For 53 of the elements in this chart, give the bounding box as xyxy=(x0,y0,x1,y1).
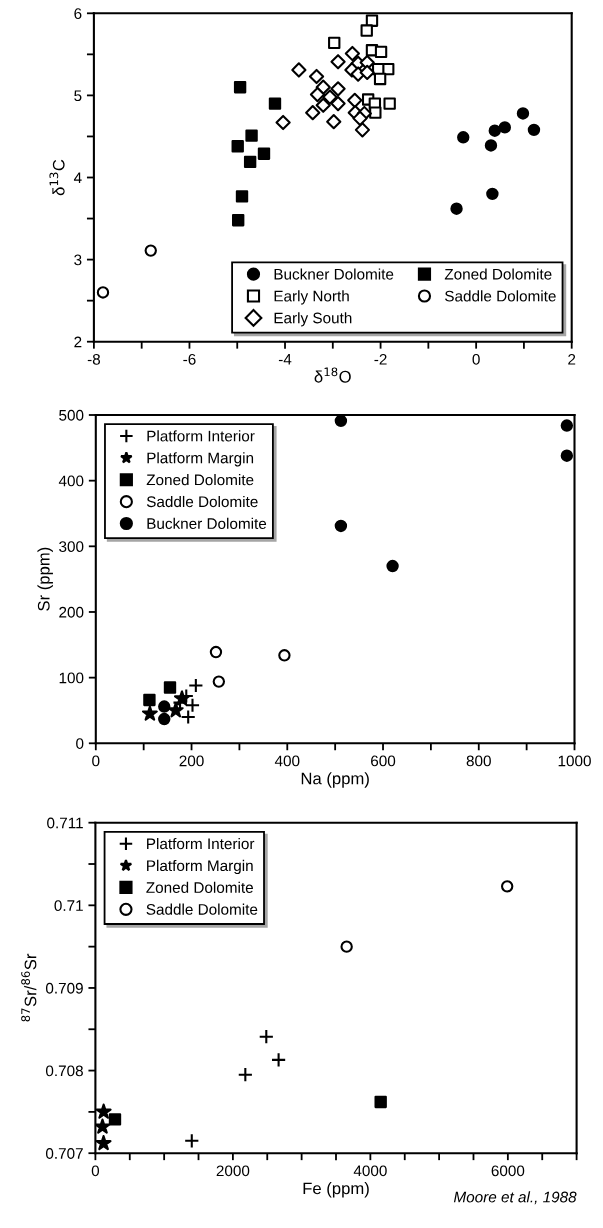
x-tick-label: -6 xyxy=(183,353,196,365)
y-tick-label: 5 xyxy=(74,90,82,102)
y-tick-label: 0.711 xyxy=(47,817,83,829)
y-tick-label: 100 xyxy=(59,672,84,684)
y-tick-label: 200 xyxy=(59,606,84,618)
x-tick-label: -8 xyxy=(87,353,101,365)
x-tick-label: 6000 xyxy=(491,1165,525,1177)
y-tick-label: 0.71 xyxy=(54,900,83,912)
y-axis-title: δ$^{13}$C xyxy=(49,159,65,196)
y-axis-title: $^{87}$Sr/$^{86}$Sr xyxy=(21,953,37,1022)
y-tick-label: 2 xyxy=(74,336,82,348)
y-axis-title: Sr (ppm) xyxy=(37,547,53,611)
legend-label: Early South xyxy=(274,312,352,327)
legend-label: Platform Margin xyxy=(147,859,253,875)
legend-label: Saddle Dolomite xyxy=(146,495,258,508)
x-tick-label: 4000 xyxy=(353,1165,387,1177)
legend-label: Buckner Dolomite xyxy=(274,268,394,280)
x-tick-label: 0 xyxy=(472,353,480,365)
legend-label: Buckner Dolomite xyxy=(147,517,267,530)
y-tick-label: 0 xyxy=(76,738,84,749)
x-tick-label: 1000 xyxy=(558,755,591,767)
legend-label: Platform Interior xyxy=(147,837,255,850)
legend-label: Platform Margin xyxy=(147,452,254,467)
x-tick-label: 400 xyxy=(274,755,300,767)
legend-label: Saddle Dolomite xyxy=(445,290,556,302)
y-tick-label: 0.707 xyxy=(45,1148,83,1159)
x-tick-label: 2000 xyxy=(216,1165,250,1177)
x-tick-label: 200 xyxy=(179,755,204,767)
x-tick-label: 2 xyxy=(568,353,576,365)
y-tick-label: 0.709 xyxy=(45,982,83,994)
x-axis-title: Na (ppm) xyxy=(301,772,369,788)
legend-label: Early North xyxy=(274,290,349,305)
x-tick-label: 800 xyxy=(466,755,491,767)
x-tick-label: -4 xyxy=(278,354,292,365)
y-tick-label: 0.708 xyxy=(45,1065,83,1077)
x-axis-title: Fe (ppm) xyxy=(303,1182,369,1198)
x-tick-label: 600 xyxy=(371,755,396,767)
x-axis-title: δ$^{18}$O xyxy=(314,367,351,383)
y-tick-label: 300 xyxy=(59,541,84,553)
legend-label: Zoned Dolomite xyxy=(444,268,552,280)
x-tick-label: -2 xyxy=(374,353,387,365)
legend-label: Saddle Dolomite xyxy=(146,903,258,915)
y-tick-label: 6 xyxy=(74,8,82,19)
y-tick-label: 3 xyxy=(74,254,82,266)
legend-label: Zoned Dolomite xyxy=(146,474,254,486)
x-tick-label: 0 xyxy=(91,1165,100,1177)
y-tick-label: 4 xyxy=(73,172,82,184)
x-tick-label: 0 xyxy=(92,755,100,767)
y-tick-label: 400 xyxy=(58,475,84,487)
legend-label: Zoned Dolomite xyxy=(146,881,253,893)
y-tick-label: 500 xyxy=(59,409,84,421)
text: Moore et al., 1988 xyxy=(453,1191,577,1205)
legend-label: Platform Interior xyxy=(147,430,255,442)
